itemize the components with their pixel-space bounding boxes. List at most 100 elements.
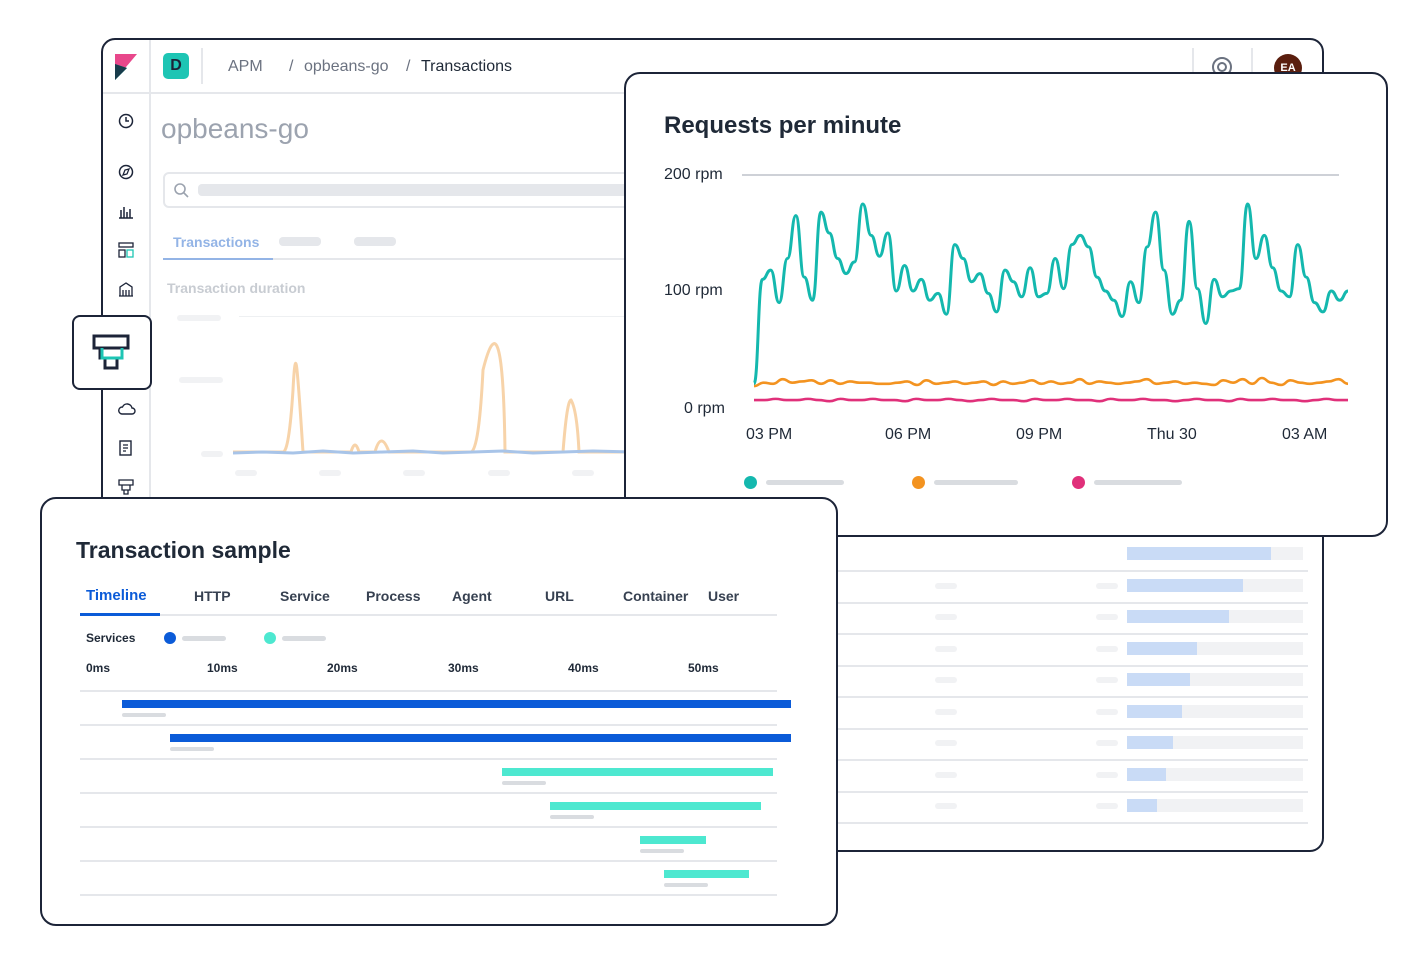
cell-placeholder <box>1096 708 1118 715</box>
building-icon[interactable] <box>118 281 134 297</box>
service-name-placeholder <box>282 636 326 641</box>
cell-placeholder <box>1096 645 1118 652</box>
row-divider <box>80 690 777 692</box>
dashboard-icon[interactable] <box>118 242 134 258</box>
tab-transactions[interactable]: Transactions <box>173 234 260 250</box>
span-bar[interactable] <box>549 802 761 810</box>
search-icon <box>174 183 189 198</box>
legend-swatch <box>912 476 925 489</box>
duration-chart <box>233 342 634 455</box>
cell-placeholder <box>935 582 957 589</box>
x-tick-label: 09 PM <box>1016 426 1063 443</box>
compass-icon[interactable] <box>118 164 134 180</box>
search-input[interactable] <box>163 172 687 208</box>
cell-placeholder <box>1096 803 1118 809</box>
impact-bar-fill <box>1127 799 1157 812</box>
row-divider <box>80 758 777 760</box>
table-row-divider <box>838 601 1308 604</box>
service-swatch <box>164 632 176 644</box>
tab-container[interactable]: Container <box>623 588 689 604</box>
card-title: Transaction sample <box>76 537 291 563</box>
apm-small-icon[interactable] <box>118 479 134 495</box>
legend-label-placeholder <box>1094 480 1182 485</box>
time-tick: 10ms <box>207 661 238 675</box>
row-divider <box>80 894 777 896</box>
y-tick-label: 100 rpm <box>664 282 723 299</box>
cell-placeholder <box>1096 771 1118 778</box>
breadcrumb-separator: / <box>289 58 294 75</box>
impact-bar-track <box>1127 799 1303 812</box>
transaction-sample-card: Transaction sample Timeline HTTP Service… <box>40 497 838 926</box>
cell-placeholder <box>935 645 957 652</box>
document-icon[interactable] <box>118 440 134 456</box>
breadcrumb-separator: / <box>406 58 411 75</box>
tab-timeline[interactable]: Timeline <box>86 587 147 604</box>
cloud-icon[interactable] <box>118 401 136 417</box>
kibana-logo-icon[interactable] <box>115 54 137 80</box>
span-bar[interactable] <box>664 870 749 878</box>
table-row-divider <box>838 727 1308 730</box>
table-row-divider <box>838 790 1308 793</box>
impact-bar-fill <box>1127 578 1244 592</box>
tab-agent[interactable]: Agent <box>452 588 492 604</box>
space-badge[interactable]: D <box>163 53 189 79</box>
impact-bar-fill <box>1127 736 1173 749</box>
table-row-divider <box>838 633 1308 635</box>
apm-nav-item-highlight[interactable] <box>72 315 152 390</box>
time-tick: 50ms <box>688 661 719 675</box>
left-nav-rail <box>103 40 151 850</box>
span-label-placeholder <box>501 781 546 785</box>
x-tick-label: 06 PM <box>885 426 932 443</box>
time-tick: 30ms <box>448 661 479 675</box>
tab-url[interactable]: URL <box>545 588 574 604</box>
service-swatch <box>264 632 276 644</box>
time-tick: 40ms <box>568 661 599 675</box>
table-row-divider <box>838 759 1308 761</box>
table-row-divider <box>838 570 1308 572</box>
requests-per-minute-card: Requests per minute 200 rpm 100 rpm 0 rp… <box>624 72 1388 537</box>
row-divider <box>80 826 777 828</box>
x-tick-label: 03 PM <box>746 426 793 443</box>
span-bar[interactable] <box>501 768 773 776</box>
breadcrumb-transactions: Transactions <box>421 58 512 75</box>
span-label-placeholder <box>640 849 685 853</box>
breadcrumb-service[interactable]: opbeans-go <box>304 58 389 75</box>
tab-http[interactable]: HTTP <box>194 588 231 604</box>
clock-icon[interactable] <box>118 113 134 129</box>
services-label: Services <box>86 631 136 645</box>
span-bar[interactable] <box>170 734 791 742</box>
legend-swatch <box>1072 476 1085 489</box>
active-tab-underline <box>80 613 160 616</box>
impact-bar-fill <box>1127 767 1166 781</box>
span-label-placeholder <box>170 747 215 751</box>
impact-bar-fill <box>1127 547 1272 560</box>
cell-placeholder <box>1096 582 1118 589</box>
y-tick-label: 200 rpm <box>664 166 723 183</box>
tab-user[interactable]: User <box>708 588 740 604</box>
table-row-divider <box>838 696 1308 698</box>
time-tick: 20ms <box>327 661 358 675</box>
tab-process[interactable]: Process <box>366 588 421 604</box>
row-divider <box>80 860 777 862</box>
time-tick: 0ms <box>86 661 111 675</box>
impact-bar-fill <box>1127 641 1198 655</box>
chart-icon[interactable] <box>118 203 134 219</box>
cell-placeholder <box>935 708 957 715</box>
page-title: opbeans-go <box>161 113 309 144</box>
series-line <box>754 397 1348 403</box>
impact-bar-track <box>1127 767 1303 781</box>
table-row-divider <box>838 822 1308 824</box>
tab-service[interactable]: Service <box>280 588 330 604</box>
span-bar[interactable] <box>640 836 707 844</box>
span-bar[interactable] <box>122 700 791 708</box>
cell-placeholder <box>935 614 957 620</box>
cell-placeholder <box>935 803 957 809</box>
y-tick-label: 0 rpm <box>684 400 725 417</box>
service-name-placeholder <box>182 636 226 641</box>
span-label-placeholder <box>664 883 709 887</box>
series-line <box>753 376 1349 388</box>
impact-bar-fill <box>1127 610 1230 623</box>
table-row-divider <box>838 664 1308 667</box>
breadcrumb-apm[interactable]: APM <box>228 58 263 75</box>
row-divider <box>80 724 777 726</box>
